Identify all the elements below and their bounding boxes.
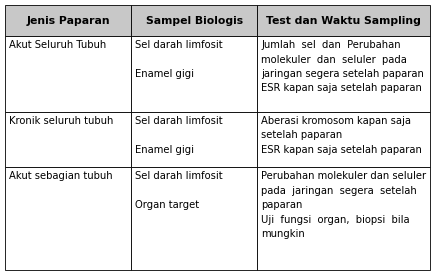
Bar	[5, 167, 131, 270]
Bar	[5, 112, 131, 167]
Bar	[256, 167, 429, 270]
Bar	[256, 5, 429, 36]
Text: Akut Seluruh Tubuh: Akut Seluruh Tubuh	[9, 40, 106, 50]
Text: Akut sebagian tubuh: Akut sebagian tubuh	[9, 171, 112, 182]
Text: Sel darah limfosit

Enamel gigi: Sel darah limfosit Enamel gigi	[135, 40, 222, 79]
Text: Sampel Biologis: Sampel Biologis	[145, 16, 242, 26]
Text: Sel darah limfosit

Organ target: Sel darah limfosit Organ target	[135, 171, 222, 210]
Bar	[131, 112, 256, 167]
Text: Kronik seluruh tubuh: Kronik seluruh tubuh	[9, 116, 113, 126]
Text: Test dan Waktu Sampling: Test dan Waktu Sampling	[266, 16, 420, 26]
Bar	[131, 167, 256, 270]
Bar	[5, 36, 131, 112]
Bar	[256, 112, 429, 167]
Text: Jumlah  sel  dan  Perubahan
molekuler  dan  seluler  pada
jaringan segera setela: Jumlah sel dan Perubahan molekuler dan s…	[260, 40, 423, 93]
Bar	[256, 36, 429, 112]
Text: Jenis Paparan: Jenis Paparan	[26, 16, 110, 26]
Bar	[131, 36, 256, 112]
Bar	[131, 5, 256, 36]
Bar	[5, 5, 131, 36]
Text: Sel darah limfosit

Enamel gigi: Sel darah limfosit Enamel gigi	[135, 116, 222, 155]
Text: Perubahan molekuler dan seluler
pada  jaringan  segera  setelah
paparan
Uji  fun: Perubahan molekuler dan seluler pada jar…	[260, 171, 425, 239]
Text: Aberasi kromosom kapan saja
setelah paparan
ESR kapan saja setelah paparan: Aberasi kromosom kapan saja setelah papa…	[260, 116, 421, 155]
